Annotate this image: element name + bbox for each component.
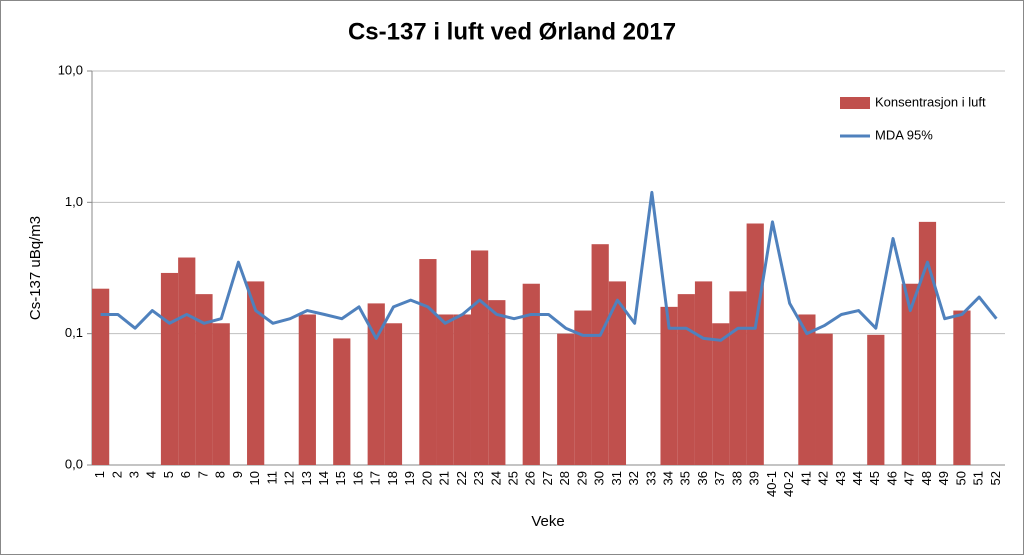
x-tick-label: 34: [661, 471, 676, 485]
x-tick-label: 49: [936, 471, 951, 485]
x-tick-label: 17: [368, 471, 383, 485]
bar: [557, 333, 575, 465]
bar: [247, 281, 265, 465]
bar: [333, 338, 351, 465]
x-tick-label: 13: [299, 471, 314, 485]
x-tick-label: 48: [919, 471, 934, 485]
x-tick-label: 32: [626, 471, 641, 485]
bar: [453, 314, 471, 465]
bar: [488, 300, 506, 465]
x-tick-label: 29: [574, 471, 589, 485]
x-tick-label: 37: [712, 471, 727, 485]
x-tick-label: 24: [488, 471, 503, 485]
y-tick-label: 0,1: [65, 325, 83, 340]
x-tick-label: 41: [798, 471, 813, 485]
x-tick-label: 19: [402, 471, 417, 485]
bar: [918, 221, 937, 465]
bar: [953, 310, 971, 465]
x-tick-label: 21: [437, 471, 452, 485]
x-tick-label: 40-1: [764, 471, 779, 497]
x-tick-label: 28: [557, 471, 572, 485]
x-tick-label: 10: [247, 471, 262, 485]
x-tick-label: 3: [127, 471, 142, 478]
x-tick-label: 1: [92, 471, 107, 478]
bar: [522, 283, 540, 465]
x-tick-label: 46: [884, 471, 899, 485]
bar: [694, 281, 713, 465]
bar: [867, 334, 885, 465]
chart-title: Cs-137 i luft ved Ørland 2017: [348, 18, 676, 45]
x-tick-label: 4: [144, 471, 159, 478]
x-tick-label: 50: [953, 471, 968, 485]
legend-label: Konsentrasjon i luft: [875, 94, 986, 109]
bar: [212, 323, 230, 465]
x-tick-label: 42: [816, 471, 831, 485]
x-tick-label: 52: [988, 471, 1003, 485]
x-tick-label: 47: [902, 471, 917, 485]
bar: [367, 303, 385, 465]
bar: [746, 223, 764, 465]
bar: [815, 333, 833, 465]
x-tick-label: 27: [540, 471, 555, 485]
x-tick-label: 11: [264, 471, 279, 485]
legend-swatch: [840, 97, 870, 109]
bar: [384, 323, 403, 465]
bar: [419, 259, 437, 465]
x-tick-label: 44: [850, 471, 865, 485]
x-tick-label: 39: [747, 471, 762, 485]
bar: [470, 250, 489, 465]
bar: [608, 281, 627, 465]
bar: [729, 291, 747, 465]
x-tick-label: 35: [678, 471, 693, 485]
x-tick-label: 18: [385, 471, 400, 485]
bar: [92, 288, 110, 465]
x-tick-label: 12: [282, 471, 297, 485]
x-tick-label: 22: [454, 471, 469, 485]
x-tick-label: 14: [316, 471, 331, 485]
bar: [298, 314, 316, 465]
bar: [677, 294, 695, 465]
bar: [178, 257, 196, 465]
x-tick-label: 16: [350, 471, 365, 485]
y-tick-label: 1,0: [65, 194, 83, 209]
bar: [195, 294, 213, 465]
x-tick-label: 6: [178, 471, 193, 478]
x-tick-label: 40-2: [781, 471, 796, 497]
x-tick-label: 20: [419, 471, 434, 485]
bar: [574, 310, 592, 465]
x-tick-label: 7: [195, 471, 210, 478]
bar: [436, 314, 454, 465]
bar: [591, 244, 609, 465]
bar: [160, 272, 179, 465]
x-tick-label: 9: [230, 471, 245, 478]
x-tick-label: 33: [643, 471, 658, 485]
x-tick-label: 30: [592, 471, 607, 485]
x-tick-label: 25: [505, 471, 520, 485]
y-tick-label: 0,0: [65, 456, 83, 471]
x-tick-label: 5: [161, 471, 176, 478]
x-tick-label: 26: [523, 471, 538, 485]
bar: [798, 314, 816, 465]
x-tick-label: 23: [471, 471, 486, 485]
bar: [660, 306, 678, 465]
bar: [712, 323, 730, 465]
x-tick-label: 31: [609, 471, 624, 485]
x-tick-label: 45: [867, 471, 882, 485]
line: [100, 190, 998, 342]
y-axis-label: Cs-137 uBq/m3: [27, 216, 44, 320]
x-tick-label: 36: [695, 471, 710, 485]
x-tick-label: 8: [213, 471, 228, 478]
x-tick-label: 15: [333, 471, 348, 485]
legend-label: MDA 95%: [875, 127, 933, 142]
bar: [901, 283, 919, 465]
y-tick-label: 10,0: [58, 62, 83, 77]
x-axis-label: Veke: [531, 513, 564, 530]
x-tick-label: 2: [109, 471, 124, 478]
x-tick-label: 51: [971, 471, 986, 485]
x-tick-label: 38: [729, 471, 744, 485]
x-tick-label: 43: [833, 471, 848, 485]
